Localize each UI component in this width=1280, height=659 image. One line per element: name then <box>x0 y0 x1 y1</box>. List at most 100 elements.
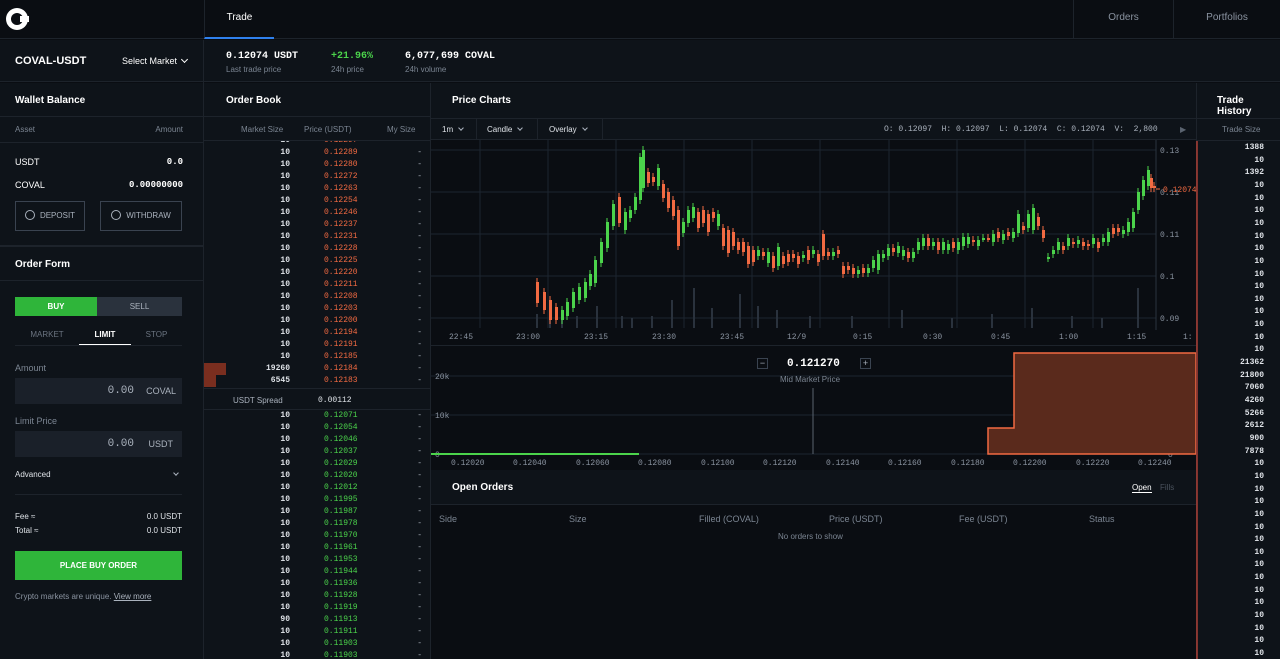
candle[interactable] <box>732 232 735 246</box>
bid-row[interactable]: 10 0.11936 - <box>204 578 430 590</box>
candle[interactable] <box>1102 238 1105 242</box>
candle[interactable] <box>682 222 685 233</box>
candle[interactable] <box>737 242 740 250</box>
candle[interactable] <box>762 252 765 256</box>
candle[interactable] <box>677 210 680 246</box>
candle[interactable] <box>1117 228 1120 232</box>
candle[interactable] <box>817 254 820 262</box>
candle[interactable] <box>777 247 780 266</box>
place-buy-order-button[interactable]: PLACE BUY ORDER <box>15 551 182 580</box>
candle[interactable] <box>1022 226 1025 230</box>
bid-row[interactable]: 10 0.12054 - <box>204 422 430 434</box>
candle[interactable] <box>1092 238 1095 244</box>
ask-row[interactable]: 10 0.12237 - <box>204 219 430 231</box>
ask-row[interactable]: 6545 0.12183 - <box>204 375 430 387</box>
candle[interactable] <box>832 252 835 256</box>
candle[interactable] <box>862 268 865 273</box>
candle[interactable] <box>857 270 860 274</box>
candle[interactable] <box>1087 244 1090 246</box>
candle[interactable] <box>942 242 945 250</box>
candle[interactable] <box>634 197 637 210</box>
ask-row[interactable]: 10 0.12231 - <box>204 231 430 243</box>
type-limit[interactable]: LIMIT <box>79 330 131 346</box>
buy-toggle[interactable]: BUY <box>15 297 97 316</box>
candle[interactable] <box>642 150 645 188</box>
candle[interactable] <box>1027 214 1030 228</box>
type-stop[interactable]: STOP <box>145 330 168 339</box>
candle[interactable] <box>872 260 875 268</box>
depth-chart[interactable]: 20k20k10k10k00 <box>431 346 1196 470</box>
candle[interactable] <box>977 240 980 246</box>
candle[interactable] <box>882 254 885 258</box>
tab-trade[interactable]: Trade <box>204 0 274 39</box>
candle[interactable] <box>606 222 609 248</box>
ask-row[interactable]: 10 0.12228 - <box>204 243 430 255</box>
candle[interactable] <box>842 266 845 274</box>
candle[interactable] <box>1122 230 1125 234</box>
bid-row[interactable]: 10 0.11903 - <box>204 650 430 659</box>
coinbase-logo-icon[interactable] <box>6 8 29 30</box>
candle[interactable] <box>887 248 890 256</box>
candle[interactable] <box>647 172 650 183</box>
candle[interactable] <box>797 256 800 264</box>
candle[interactable] <box>1112 228 1115 234</box>
candle[interactable] <box>912 252 915 258</box>
candle[interactable] <box>572 292 575 308</box>
candle[interactable] <box>897 246 900 253</box>
play-icon[interactable]: ▶ <box>1180 125 1187 134</box>
bid-row[interactable]: 10 0.11953 - <box>204 554 430 566</box>
candle[interactable] <box>712 212 715 218</box>
tab-open[interactable]: Open <box>1132 483 1152 493</box>
candle[interactable] <box>687 210 690 223</box>
bid-row[interactable]: 10 0.12020 - <box>204 470 430 482</box>
candle[interactable] <box>757 250 760 256</box>
ask-row[interactable]: 10 0.12200 - <box>204 315 430 327</box>
bid-row[interactable]: 10 0.11903 - <box>204 638 430 650</box>
ask-row[interactable]: 10 0.12246 - <box>204 207 430 219</box>
candle[interactable] <box>667 192 670 208</box>
candle[interactable] <box>957 242 960 250</box>
sell-toggle[interactable]: SELL <box>97 297 182 316</box>
candle[interactable] <box>767 252 770 263</box>
ask-row[interactable]: 10 0.12280 - <box>204 159 430 171</box>
candle[interactable] <box>837 250 840 254</box>
candle[interactable] <box>697 212 700 228</box>
bid-row[interactable]: 10 0.11944 - <box>204 566 430 578</box>
bid-row[interactable]: 10 0.11987 - <box>204 506 430 518</box>
candle[interactable] <box>672 200 675 216</box>
candle[interactable] <box>1150 178 1153 188</box>
candle[interactable] <box>584 282 587 298</box>
bid-row[interactable]: 10 0.11995 - <box>204 494 430 506</box>
candle[interactable] <box>1067 238 1070 246</box>
candle[interactable] <box>962 237 965 246</box>
candle[interactable] <box>782 256 785 264</box>
candle[interactable] <box>589 274 592 286</box>
candle[interactable] <box>742 242 745 252</box>
candle[interactable] <box>892 248 895 252</box>
candle[interactable] <box>802 255 805 258</box>
candle[interactable] <box>1082 242 1085 246</box>
candle[interactable] <box>561 310 564 320</box>
ask-row[interactable]: 19260 0.12184 - <box>204 363 430 375</box>
candle[interactable] <box>543 292 546 310</box>
candle[interactable] <box>717 214 720 226</box>
candle[interactable] <box>1052 250 1055 254</box>
candle[interactable] <box>536 282 539 303</box>
candle[interactable] <box>624 212 627 230</box>
ask-row[interactable]: 10 0.12220 - <box>204 267 430 279</box>
candle[interactable] <box>792 254 795 258</box>
candle[interactable] <box>982 238 985 240</box>
ask-row[interactable]: 10 0.12203 - <box>204 303 430 315</box>
candle[interactable] <box>787 254 790 262</box>
candle[interactable] <box>578 287 581 300</box>
candle[interactable] <box>967 237 970 244</box>
select-market-dropdown[interactable]: Select Market <box>122 56 187 66</box>
ask-row[interactable]: 10 0.12211 - <box>204 279 430 291</box>
candle[interactable] <box>987 238 990 240</box>
candle[interactable] <box>852 268 855 274</box>
amount-input[interactable]: 0.00 COVAL <box>15 378 182 404</box>
candle[interactable] <box>727 230 730 253</box>
candle[interactable] <box>1147 170 1150 186</box>
candle[interactable] <box>907 252 910 258</box>
candle[interactable] <box>549 300 552 320</box>
